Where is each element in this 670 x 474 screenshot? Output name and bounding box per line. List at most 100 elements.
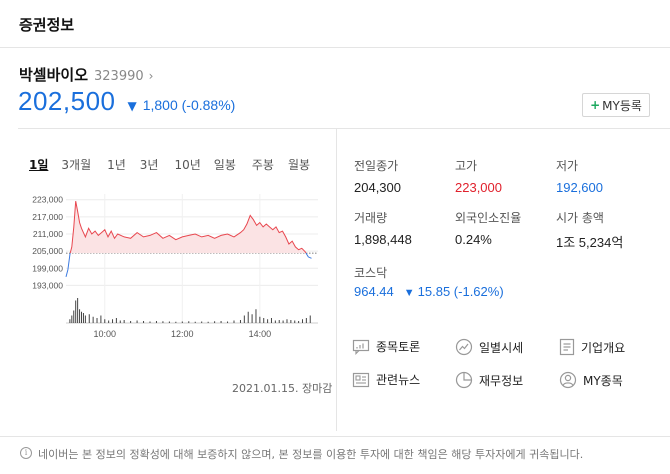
link-financial-info[interactable]: 재무정보: [455, 371, 523, 389]
y-tick-label: 205,000: [32, 246, 63, 256]
period-tab[interactable]: 3년: [139, 158, 159, 172]
trend-icon: [455, 338, 473, 356]
volume-bar: [188, 321, 190, 323]
volume-bar: [290, 320, 292, 323]
volume-bar: [251, 314, 253, 323]
volume-bar: [88, 314, 90, 323]
volume-bar: [294, 320, 296, 323]
link-label: 일별시세: [479, 340, 524, 355]
volume-bar: [149, 321, 151, 323]
link-company-overview[interactable]: 기업개요: [559, 338, 625, 356]
stat-label: 외국인소진율: [455, 211, 522, 225]
volume-bar: [143, 321, 145, 323]
volume-bar: [175, 321, 177, 323]
chat-icon: [352, 339, 370, 355]
stat-foreign-ratio: 외국인소진율 0.24%: [455, 209, 521, 247]
my-register-button[interactable]: + MY등록: [582, 93, 650, 117]
down-arrow-icon: ▼: [403, 287, 415, 299]
volume-bar: [243, 315, 245, 323]
link-label: 종목토론: [376, 340, 421, 354]
link-daily-price[interactable]: 일별시세: [455, 338, 523, 356]
stat-label: 고가: [455, 159, 478, 173]
price-line-down: [65, 253, 71, 278]
volume-bar: [201, 321, 203, 323]
kosdaq-label: 코스닥: [354, 266, 388, 280]
volume-bar: [259, 316, 261, 323]
y-tick-label: 199,000: [32, 263, 63, 273]
kosdaq-value: 964.44: [354, 284, 394, 299]
period-tab[interactable]: 1년: [107, 158, 126, 172]
period-tab[interactable]: 3개월: [61, 158, 92, 172]
volume-bar: [104, 319, 106, 323]
volume-bar: [233, 320, 235, 323]
header-title: 증권정보: [19, 16, 75, 34]
stat-value: 204,300: [354, 180, 401, 195]
period-tab[interactable]: 주봉: [251, 158, 274, 172]
volume-bar: [286, 319, 288, 323]
volume-bar: [181, 321, 183, 323]
volume-bar: [77, 298, 79, 323]
y-tick-label: 223,000: [32, 195, 63, 205]
stat-value: 0.24%: [455, 232, 492, 247]
info-icon: i: [20, 447, 32, 459]
volume-bar: [79, 309, 81, 323]
header: 증권정보: [0, 0, 670, 48]
price-line-up: [69, 201, 307, 254]
volume-bar: [115, 318, 117, 323]
stat-value: 1조 5,234억: [556, 235, 624, 250]
volume-bar: [123, 320, 125, 323]
link-my-stocks[interactable]: MY종목: [559, 371, 623, 389]
volume-bar: [168, 321, 170, 323]
link-label: 기업개요: [581, 340, 626, 355]
period-tab[interactable]: 일봉: [213, 158, 236, 172]
period-tab[interactable]: 월봉: [287, 158, 311, 172]
kosdaq-change: 15.85 (-1.62%): [417, 284, 504, 299]
period-tab[interactable]: 1일: [29, 158, 49, 172]
divider: [18, 128, 670, 129]
stat-value: 223,000: [455, 180, 502, 195]
volume-bar: [194, 321, 196, 323]
stock-name-row[interactable]: 박셀바이오 323990 ›: [19, 64, 153, 85]
document-icon: [559, 338, 575, 356]
x-tick-label: 10:00: [94, 329, 117, 339]
price-change: 1,800 (-0.88%): [142, 97, 236, 113]
stat-value: 1,898,448: [354, 232, 412, 247]
volume-bar: [84, 315, 86, 323]
stat-high: 고가 223,000: [455, 157, 502, 195]
volume-bar: [263, 318, 265, 323]
price-line-down: [305, 252, 312, 259]
x-tick-label: 12:00: [171, 329, 194, 339]
stock-name[interactable]: 박셀바이오: [19, 66, 89, 84]
stat-label: 전일종가: [354, 159, 399, 173]
link-related-news[interactable]: 관련뉴스: [352, 371, 420, 388]
date-label: 2021.01.15. 장마감: [232, 382, 333, 395]
volume-bar: [81, 311, 83, 323]
link-label: 관련뉴스: [376, 373, 421, 387]
volume-bar: [305, 318, 307, 323]
volume-bar: [155, 321, 157, 323]
stat-label: 저가: [556, 159, 579, 173]
volume-bar: [239, 320, 241, 323]
news-icon: [352, 372, 370, 387]
volume-bar: [162, 321, 164, 323]
volume-bar: [227, 321, 229, 323]
x-tick-label: 14:00: [249, 329, 272, 339]
stock-code[interactable]: 323990: [94, 69, 144, 84]
footer: i 네이버는 본 정보의 정확성에 대해 보증하지 않으며, 본 정보를 이용한…: [0, 436, 670, 474]
stock-chart[interactable]: 223,000 217,000 211,000 205,000 199,000 193,0…: [0, 182, 336, 342]
volume-bar: [96, 318, 98, 323]
volume-bar: [69, 319, 71, 323]
chevron-right-icon[interactable]: ›: [148, 69, 154, 83]
volume-bar: [71, 315, 73, 323]
volume-bar: [267, 319, 269, 323]
link-discussion[interactable]: 종목토론: [352, 338, 420, 355]
volume-bar: [130, 321, 132, 323]
volume-bar: [301, 319, 303, 323]
volume-bar: [207, 321, 209, 323]
stat-low: 저가 192,600: [556, 157, 603, 195]
price-row: 202,500 ▼ 1,800 (-0.88%): [18, 86, 235, 117]
y-tick-label: 217,000: [32, 212, 63, 222]
volume-bar: [112, 319, 114, 323]
period-tabs: 1일 3개월 1년 3년 10년 일봉 주봉 월봉: [29, 156, 310, 173]
period-tab[interactable]: 10년: [174, 158, 201, 172]
